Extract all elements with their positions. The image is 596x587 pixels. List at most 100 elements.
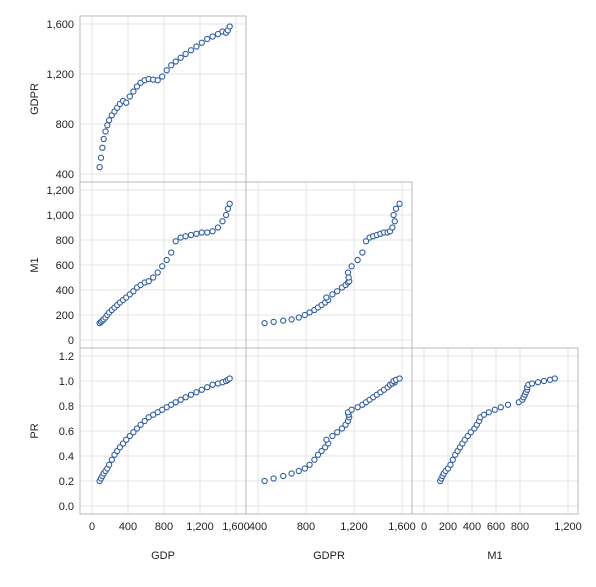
y-tick-label-gdpr: 400 [56,169,74,181]
data-point [130,288,137,295]
data-point [177,234,184,241]
y-tick-label-m1: 0 [68,335,74,347]
data-point [172,58,179,65]
data-point [123,99,130,106]
data-point [447,461,454,468]
data-point [449,456,456,463]
data-point [344,269,352,276]
data-point [314,451,322,458]
y-tick-label-gdpr: 1,200 [46,69,74,81]
data-point [306,309,313,316]
data-point [126,93,133,100]
data-point [362,238,370,245]
data-point [288,470,295,477]
y-tick-label-m1: 1,200 [46,185,74,197]
data-point [126,432,133,440]
data-point [187,47,195,54]
y-tick-label-gdpr: 800 [56,119,74,131]
data-point [323,294,330,301]
data-point [226,23,233,30]
data-point [485,409,492,416]
x-axis-title-m1: M1 [487,550,502,562]
data-point [172,238,179,245]
data-point [354,256,361,264]
data-point [104,122,111,129]
x-axis-title-gdp: GDP [151,550,175,562]
data-point [96,163,103,171]
data-point [182,50,189,58]
y-tick-label-pr: 0.4 [59,451,74,463]
data-point [261,477,268,485]
data-point [348,263,355,270]
data-point [354,404,361,411]
data-point [198,39,205,46]
data-point [504,401,512,408]
data-point [306,461,313,468]
panel-points-gdpr-vs-gdp [96,23,233,171]
panel-frame-gdpr-vs-gdp [79,15,247,183]
data-point [105,117,113,124]
data-point [329,291,336,298]
data-point [159,73,166,80]
x-tick-label-m1: 200 [439,521,457,533]
panel-points-pr-vs-gdp [96,375,233,485]
y-tick-label-m1: 400 [56,285,74,297]
x-tick-label-gdpr: 1,600 [388,521,416,533]
data-point [204,229,211,236]
data-point [348,406,355,413]
data-point [145,278,152,285]
data-point [295,467,302,475]
data-point [187,391,195,398]
data-point [198,386,205,393]
data-point [338,425,346,432]
data-point [270,475,277,482]
x-tick-label-m1: 400 [463,521,481,533]
x-tick-label-m1: 600 [487,521,505,533]
points-layer [96,23,558,485]
panel-frame-pr-vs-m1 [411,347,579,515]
y-tick-label-pr: 0.6 [59,426,74,438]
data-point [551,375,558,382]
panel-points-m1-vs-gdp [96,200,233,327]
data-point [359,249,366,256]
data-point [334,288,341,295]
x-tick-label-gdp: 1,600 [222,521,250,533]
x-tick-label-m1: 800 [511,521,529,533]
data-point [480,411,488,418]
data-point [270,318,277,326]
frame-layer [79,15,579,515]
data-point [163,67,170,74]
data-point [130,88,137,95]
y-tick-label-m1: 600 [56,260,74,272]
data-point [323,436,330,443]
data-point [163,256,170,264]
y-axis-title-pr: PR [29,423,41,438]
data-point [133,83,141,90]
data-point [396,200,403,207]
data-point [389,224,396,231]
data-point [334,429,341,436]
x-tick-label-m1: 0 [421,521,427,533]
data-point [491,406,498,413]
data-point [219,218,226,225]
data-point [391,218,398,225]
data-point [390,211,397,219]
y-axis-title-m1: M1 [29,257,41,272]
data-point [137,421,144,428]
data-point [100,135,107,143]
y-tick-label-pr: 1.0 [59,376,74,388]
data-point [123,436,130,443]
data-point [209,381,216,388]
data-point [467,429,474,436]
data-point [172,399,179,406]
x-tick-label-m1: 1,200 [554,521,582,533]
data-point [154,269,161,276]
x-tick-label-gdp: 800 [155,521,173,533]
data-point [99,144,106,151]
data-point [133,425,141,432]
data-point [187,231,195,239]
data-point [168,249,175,256]
y-tick-label-pr: 0.8 [59,401,74,413]
data-point [534,379,542,386]
